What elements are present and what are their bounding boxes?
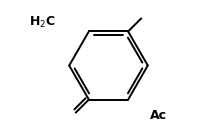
- Text: H$_2$C: H$_2$C: [29, 15, 56, 30]
- Text: Ac: Ac: [150, 109, 167, 122]
